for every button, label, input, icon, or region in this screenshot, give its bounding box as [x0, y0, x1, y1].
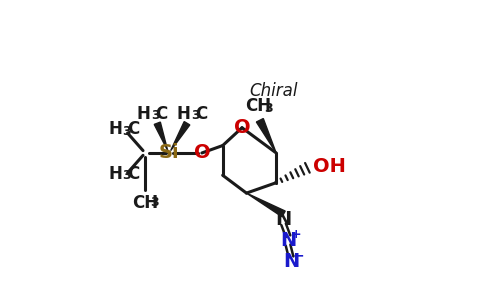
- Text: C: C: [127, 165, 139, 183]
- Text: 3: 3: [264, 102, 272, 115]
- Text: N: N: [283, 252, 299, 271]
- Text: 3: 3: [191, 109, 199, 122]
- Text: OH: OH: [313, 157, 346, 176]
- Text: H: H: [137, 105, 151, 123]
- Text: H: H: [108, 165, 122, 183]
- Text: Chiral: Chiral: [249, 82, 298, 100]
- Text: O: O: [194, 143, 210, 163]
- Text: +: +: [290, 228, 301, 241]
- Polygon shape: [246, 193, 285, 217]
- Text: 3: 3: [122, 125, 131, 138]
- Text: H: H: [108, 120, 122, 138]
- Text: O: O: [234, 118, 250, 137]
- Text: CH: CH: [245, 97, 272, 115]
- Text: C: C: [127, 120, 139, 138]
- Polygon shape: [257, 118, 276, 153]
- Text: CH: CH: [132, 194, 158, 212]
- Text: N: N: [275, 210, 292, 229]
- Text: 3: 3: [122, 169, 131, 182]
- Text: Si: Si: [159, 143, 180, 163]
- Text: C: C: [155, 105, 167, 123]
- Text: C: C: [195, 105, 208, 123]
- Text: H: H: [176, 105, 190, 123]
- Polygon shape: [171, 122, 190, 151]
- Text: N: N: [280, 231, 296, 250]
- Text: 3: 3: [151, 109, 160, 122]
- Text: −: −: [293, 248, 304, 262]
- Polygon shape: [154, 122, 167, 151]
- Text: 3: 3: [150, 196, 159, 209]
